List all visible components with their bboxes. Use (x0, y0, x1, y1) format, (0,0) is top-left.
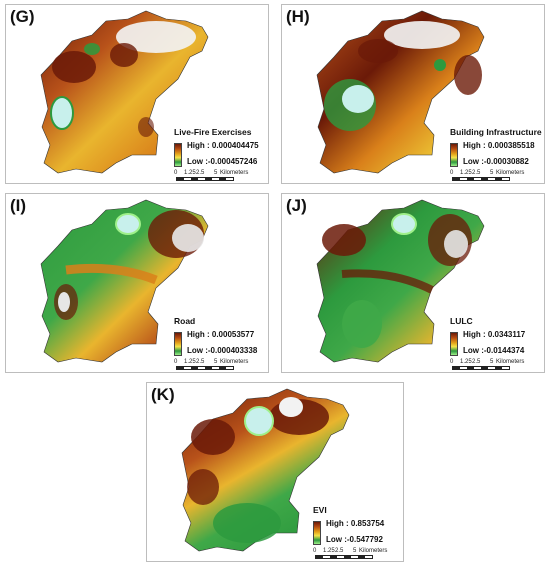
study-area-map-i (40, 199, 209, 363)
white-zone (116, 21, 196, 53)
scale-unit: Kilometers (359, 548, 388, 554)
legend-low: Low :-0.000403338 (187, 346, 258, 355)
water-body (115, 213, 141, 235)
scale-tick: 5 (214, 170, 218, 176)
scale-bar: 0 1.25 2.5 5 Kilometers (450, 170, 525, 184)
scale-bar: 0 1.25 2.5 5 Kilometers (174, 170, 249, 184)
dark-zone (358, 39, 398, 63)
legend-high: High : 0.000404475 (187, 141, 259, 150)
scale-unit: Kilometers (496, 170, 525, 176)
scale-bar: 0 1.25 2.5 5 Kilometers (450, 359, 525, 373)
legend: LULC High : 0.0343117 Low :-0.0144374 0 … (450, 316, 525, 373)
scale-tick: 5 (490, 359, 494, 365)
legend-low: Low :-0.00030882 (463, 157, 529, 166)
white-zone (279, 397, 303, 417)
road-corridor (65, 263, 158, 285)
study-area-map-j (316, 199, 485, 363)
white-zone (58, 292, 70, 312)
map-panel-j: (J) LULC High : 0.0343117 Low :-0.014437… (281, 193, 545, 373)
color-ramp (313, 521, 321, 545)
map-panel-g: (G) Live-Fire Exercises High : 0.0004044… (5, 4, 269, 184)
water-body (391, 213, 417, 235)
dark-zone (454, 55, 482, 95)
green-zone (434, 59, 446, 71)
scale-tick: 2.5 (335, 548, 344, 554)
legend-title: Live-Fire Exercises (174, 127, 252, 137)
study-area-map-k (181, 388, 350, 552)
green-zone (84, 43, 100, 55)
legend-low: Low :-0.547792 (326, 535, 383, 544)
legend: EVI High : 0.853754 Low :-0.547792 0 1.2… (313, 505, 388, 562)
dark-zone (322, 224, 366, 256)
dark-zone (52, 51, 96, 83)
scale-tick: 2.5 (472, 170, 481, 176)
legend: Building Infrastructure High : 0.0003855… (450, 127, 542, 184)
water-body (342, 85, 374, 113)
water-body (50, 96, 74, 130)
map-panel-k: (K) EVI High : 0.853754 Low :-0.547792 0… (146, 382, 404, 562)
scale-tick: 2.5 (196, 359, 205, 365)
scale-tick: 0 (450, 170, 454, 176)
legend-low: Low :-0.000457246 (187, 157, 258, 166)
water-body (244, 406, 274, 436)
study-area-map-g (40, 10, 209, 174)
panel-label: (G) (10, 7, 35, 26)
scale-tick: 2.5 (472, 359, 481, 365)
legend: Live-Fire Exercises High : 0.000404475 L… (174, 127, 259, 184)
scale-tick: 1.25 (323, 548, 335, 554)
legend-high: High : 0.00053577 (187, 330, 255, 339)
scale-tick: 1.25 (184, 170, 196, 176)
scale-unit: Kilometers (496, 359, 525, 365)
dark-zone (191, 419, 235, 455)
map-panel-i: (I) Road High : 0.00053577 Low :-0.00040… (5, 193, 269, 373)
color-ramp (174, 332, 182, 356)
green-zone (213, 503, 281, 543)
legend: Road High : 0.00053577 Low :-0.000403338… (174, 316, 257, 373)
scale-tick: 0 (450, 359, 454, 365)
scale-bar: 0 1.25 2.5 5 Kilometers (313, 548, 388, 562)
panel-label: (I) (10, 196, 27, 215)
legend-title: Road (174, 316, 196, 326)
panel-label: (H) (286, 7, 310, 26)
scale-tick: 5 (214, 359, 218, 365)
scale-tick: 5 (353, 548, 357, 554)
scale-tick: 1.25 (460, 170, 472, 176)
dark-zone (138, 117, 154, 137)
color-ramp (174, 143, 182, 167)
scale-tick: 2.5 (196, 170, 205, 176)
legend-high: High : 0.853754 (326, 519, 385, 528)
legend-title: Building Infrastructure (450, 127, 542, 137)
scale-unit: Kilometers (220, 170, 249, 176)
scale-bar: 0 1.25 2.5 5 Kilometers (174, 359, 249, 373)
scale-tick: 0 (313, 548, 317, 554)
color-ramp (450, 332, 458, 356)
map-panel-h: (H) Building Infrastructure High : 0.000… (281, 4, 545, 184)
scale-tick: 5 (490, 170, 494, 176)
dark-corridor (341, 269, 434, 294)
legend-high: High : 0.000385518 (463, 141, 535, 150)
dark-zone (187, 469, 219, 505)
white-zone (384, 21, 460, 49)
scale-unit: Kilometers (220, 359, 249, 365)
legend-title: EVI (313, 505, 327, 515)
legend-high: High : 0.0343117 (463, 330, 526, 339)
panel-label: (J) (286, 196, 307, 215)
panel-label: (K) (151, 385, 175, 404)
dark-zone (110, 43, 138, 67)
legend-low: Low :-0.0144374 (463, 346, 525, 355)
scale-tick: 0 (174, 170, 178, 176)
green-zone (342, 300, 382, 348)
white-zone (444, 230, 468, 258)
scale-tick: 1.25 (460, 359, 472, 365)
white-zone (172, 224, 204, 252)
scale-tick: 1.25 (184, 359, 196, 365)
color-ramp (450, 143, 458, 167)
scale-tick: 0 (174, 359, 178, 365)
study-area-map-h (316, 10, 485, 174)
legend-title: LULC (450, 316, 473, 326)
